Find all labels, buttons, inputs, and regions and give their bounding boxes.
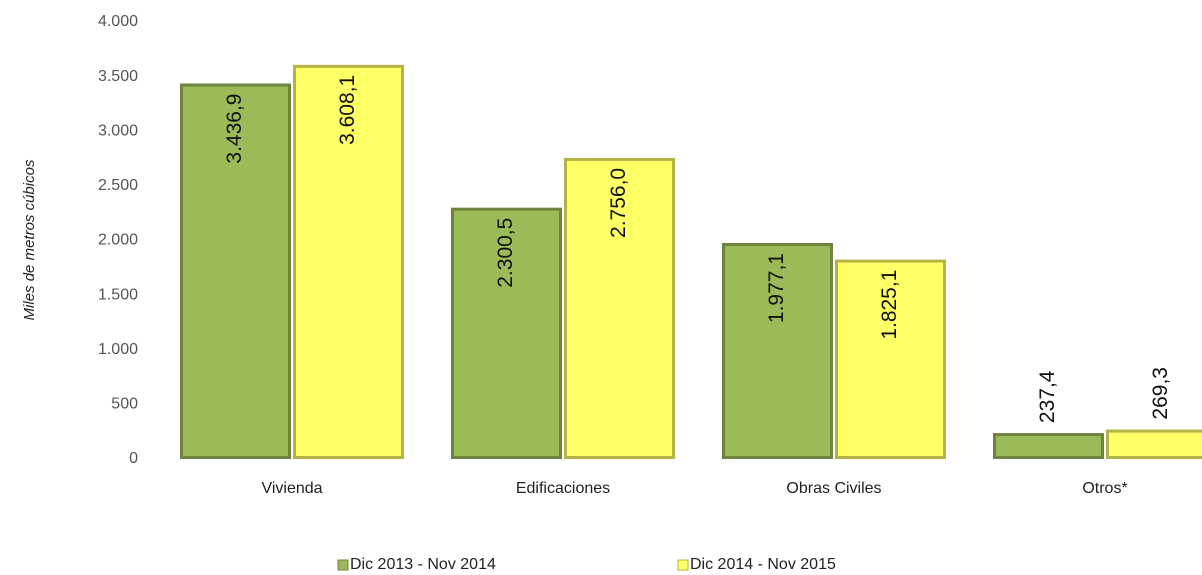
y-tick-label: 0 [129, 450, 138, 467]
y-tick-label: 2.000 [98, 232, 138, 249]
y-tick-label: 3.500 [98, 68, 138, 85]
x-tick-label: Vivienda [261, 480, 322, 497]
y-axis-label: Miles de metros cúbicos [21, 159, 38, 320]
legend-label: Dic 2014 - Nov 2015 [690, 556, 836, 573]
bar [835, 259, 946, 459]
value-label: 2.756,0 [607, 168, 630, 238]
bar [451, 207, 562, 459]
legend-swatch [337, 559, 349, 571]
legend-label: Dic 2013 - Nov 2014 [350, 556, 496, 573]
value-label: 1.825,1 [878, 270, 901, 340]
bar [564, 157, 675, 459]
legend-swatch [677, 559, 689, 571]
value-label: 2.300,5 [494, 218, 517, 288]
bar [993, 433, 1104, 460]
value-label: 269,3 [1149, 367, 1172, 420]
y-tick-label: 1.500 [98, 286, 138, 303]
value-label: 237,4 [1036, 370, 1059, 423]
y-tick-label: 3.000 [98, 122, 138, 139]
x-tick-label: Otros* [1082, 480, 1127, 497]
x-tick-label: Edificaciones [516, 480, 610, 497]
value-label: 3.436,9 [223, 94, 246, 164]
y-tick-label: 500 [111, 396, 138, 413]
bar [722, 243, 833, 459]
bar [1106, 429, 1202, 460]
bar [180, 83, 291, 459]
value-label: 3.608,1 [336, 75, 359, 145]
bar [293, 64, 404, 460]
y-tick-label: 4.000 [98, 13, 138, 30]
value-label: 1.977,1 [765, 253, 788, 323]
y-tick-label: 2.500 [98, 177, 138, 194]
y-tick-label: 1.000 [98, 341, 138, 358]
x-tick-label: Obras Civiles [786, 480, 881, 497]
